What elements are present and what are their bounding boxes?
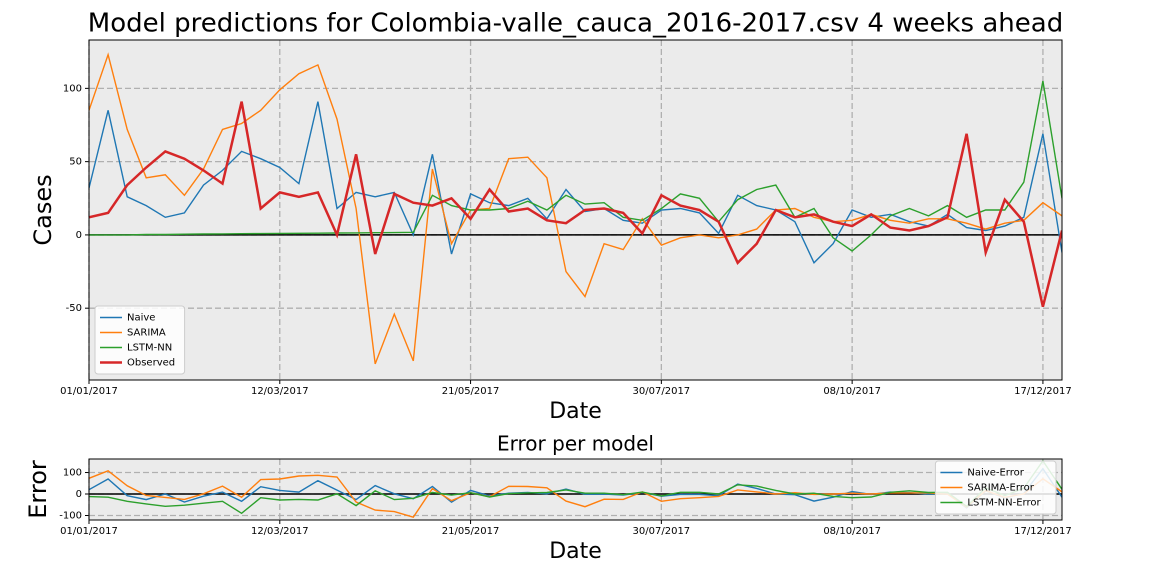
legend-label: SARIMA: [127, 328, 166, 339]
legend-label: LSTM-NN-Error: [967, 498, 1041, 509]
y-axis-label: Error: [24, 460, 52, 519]
plot-frame: [88, 458, 1063, 521]
x-tick-label: 01/01/2017: [60, 386, 118, 397]
x-tick-label: 08/10/2017: [823, 526, 881, 537]
x-axis-label: Date: [549, 399, 602, 424]
chart-title: Model predictions for Colombia-valle_cau…: [88, 9, 1063, 39]
y-tick-label: -50: [66, 303, 82, 314]
y-tick-label: 0: [76, 489, 82, 500]
y-tick-label: 100: [63, 468, 82, 479]
x-tick-label: 17/12/2017: [1014, 526, 1072, 537]
x-tick-label: 08/10/2017: [823, 386, 881, 397]
series-line: [89, 459, 1062, 515]
x-tick-label: 30/07/2017: [633, 526, 691, 537]
x-tick-label: 17/12/2017: [1014, 386, 1072, 397]
plot-frame: [88, 39, 1063, 381]
x-tick-label: 30/07/2017: [633, 386, 691, 397]
x-tick-label: 21/05/2017: [442, 386, 500, 397]
series-line: [89, 101, 1062, 308]
y-tick-label: 0: [76, 230, 82, 241]
x-axis-label: Date: [549, 539, 602, 564]
legend-label: SARIMA-Error: [967, 483, 1034, 494]
x-tick-label: 12/03/2017: [251, 386, 309, 397]
series-line: [89, 470, 1062, 519]
series-line: [89, 80, 1062, 252]
legend-label: Naive-Error: [967, 468, 1024, 479]
x-tick-label: 12/03/2017: [251, 526, 309, 537]
legend-label: Naive: [127, 313, 155, 324]
y-tick-label: 50: [69, 157, 82, 168]
plot-background: [89, 459, 1062, 520]
chart-title: Error per model: [497, 432, 654, 456]
legend-box: [934, 460, 1057, 515]
legend-label: LSTM-NN: [127, 343, 172, 354]
x-tick-label: 01/01/2017: [60, 526, 118, 537]
legend-box: [94, 305, 186, 375]
series-line: [89, 52, 1062, 365]
legend-label: Observed: [127, 358, 175, 369]
plot-background: [89, 40, 1062, 380]
y-tick-label: 100: [63, 83, 82, 94]
x-tick-label: 21/05/2017: [442, 526, 500, 537]
y-axis-label: Cases: [29, 174, 57, 245]
y-tick-label: -100: [59, 510, 82, 521]
